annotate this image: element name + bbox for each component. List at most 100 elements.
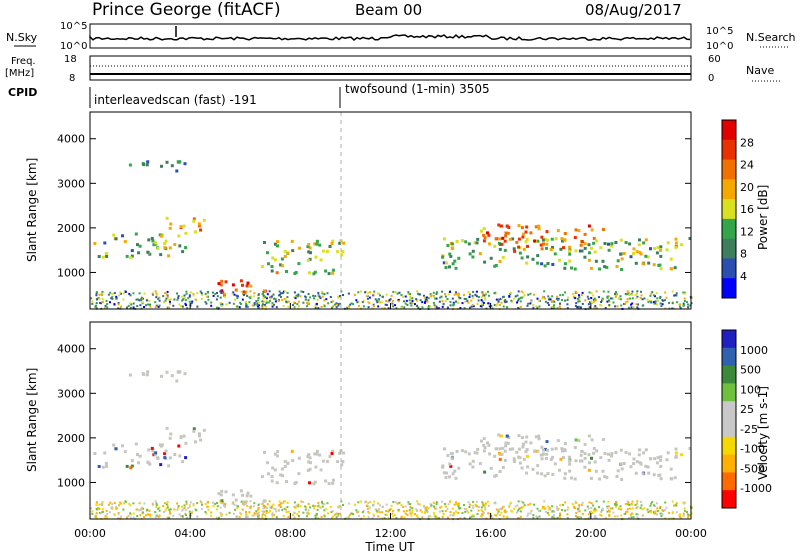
velocity-cell: [273, 452, 277, 456]
velocity-cell: [223, 503, 226, 507]
velocity-cell: [265, 507, 268, 510]
freq-right-label: Nave: [746, 64, 774, 77]
power-colorbar-label: Power [dB]: [756, 185, 770, 250]
velocity-cell: [650, 509, 653, 512]
power-cell: [483, 260, 487, 264]
power-cell: [165, 160, 169, 164]
power-cell: [249, 284, 253, 288]
velocity-cell: [350, 512, 353, 515]
velocity-cell: [487, 512, 490, 515]
power-cell: [532, 304, 535, 306]
power-cell: [158, 299, 161, 302]
velocity-cell: [94, 515, 97, 518]
velocity-cell: [330, 452, 334, 455]
power-cell: [319, 297, 322, 300]
power-cell: [659, 248, 663, 252]
velocity-cell: [375, 509, 378, 512]
velocity-cell: [626, 510, 629, 513]
freq-panel-frame: [89, 55, 692, 81]
velocity-cell: [321, 505, 324, 508]
velocity-cell: [536, 471, 540, 475]
power-cell: [441, 290, 444, 293]
power-cell: [224, 292, 227, 295]
power-cell: [649, 294, 652, 297]
power-cell: [184, 231, 188, 235]
velocity-cell: [90, 507, 93, 510]
power-cell: [500, 242, 504, 246]
velocity-cell: [281, 508, 284, 511]
velocity-cell: [606, 506, 609, 509]
velocity-cell: [287, 510, 290, 513]
power-cell: [583, 232, 587, 236]
velocity-cell: [457, 512, 460, 514]
colorbar-frame: [721, 119, 737, 299]
power-cell: [517, 307, 520, 309]
power-cell: [583, 246, 587, 250]
power-cell: [312, 294, 315, 297]
velocity-cell: [469, 516, 471, 519]
power-cell: [271, 302, 274, 305]
velocity-cell: [282, 500, 285, 503]
power-cell: [286, 296, 289, 299]
power-cell: [231, 292, 234, 295]
power-cell: [220, 304, 223, 306]
colorbar-swatch: [722, 159, 736, 180]
power-cell: [487, 302, 490, 305]
power-cell: [541, 297, 544, 300]
velocity-cell: [570, 476, 573, 480]
colorbar-tick-label: -500: [740, 462, 765, 475]
power-cell: [509, 291, 512, 294]
velocity-cell: [599, 456, 603, 460]
power-panel-frame: [89, 111, 692, 310]
velocity-cell: [99, 511, 101, 514]
velocity-cell: [416, 500, 419, 503]
power-cell: [559, 307, 562, 310]
velocity-cell: [656, 456, 660, 460]
power-cell: [457, 302, 460, 304]
power-cell: [619, 295, 622, 298]
power-cell: [323, 305, 326, 308]
velocity-cell: [472, 500, 475, 503]
power-cell: [503, 239, 507, 243]
velocity-cell: [145, 373, 149, 377]
velocity-cell: [526, 514, 529, 517]
velocity-cell: [224, 502, 227, 505]
power-cell: [337, 295, 340, 298]
power-cell: [481, 300, 484, 303]
power-cell: [588, 291, 591, 294]
power-cell: [106, 306, 109, 309]
power-cell: [357, 291, 360, 294]
power-cell: [105, 254, 109, 258]
power-cell: [480, 303, 483, 306]
velocity-cell: [235, 504, 238, 507]
power-cell: [466, 299, 469, 302]
velocity-cell: [199, 500, 202, 503]
velocity-cell: [206, 505, 209, 508]
power-cell: [391, 299, 394, 302]
power-cell: [372, 303, 375, 306]
velocity-cell: [308, 481, 311, 485]
velocity-cell: [607, 452, 610, 456]
power-cell: [429, 305, 432, 308]
power-cell: [242, 290, 246, 294]
power-cell: [177, 296, 180, 299]
velocity-cell: [660, 515, 663, 518]
power-cell: [245, 284, 249, 288]
velocity-cell: [467, 501, 470, 504]
power-cell: [281, 292, 284, 295]
power-cell: [390, 294, 393, 297]
power-cell: [659, 245, 663, 249]
power-cell: [487, 290, 489, 293]
velocity-cell: [317, 505, 320, 508]
velocity-cell: [377, 515, 380, 518]
velocity-cell: [474, 503, 477, 506]
power-cell: [276, 244, 279, 248]
velocity-cell: [155, 504, 158, 507]
velocity-cell: [279, 502, 282, 505]
power-cell: [550, 237, 554, 241]
y-tick-label: 3000: [57, 387, 85, 400]
velocity-cell: [659, 455, 663, 459]
velocity-cell: [306, 468, 310, 472]
velocity-cell: [535, 515, 538, 518]
power-cell: [317, 291, 320, 294]
